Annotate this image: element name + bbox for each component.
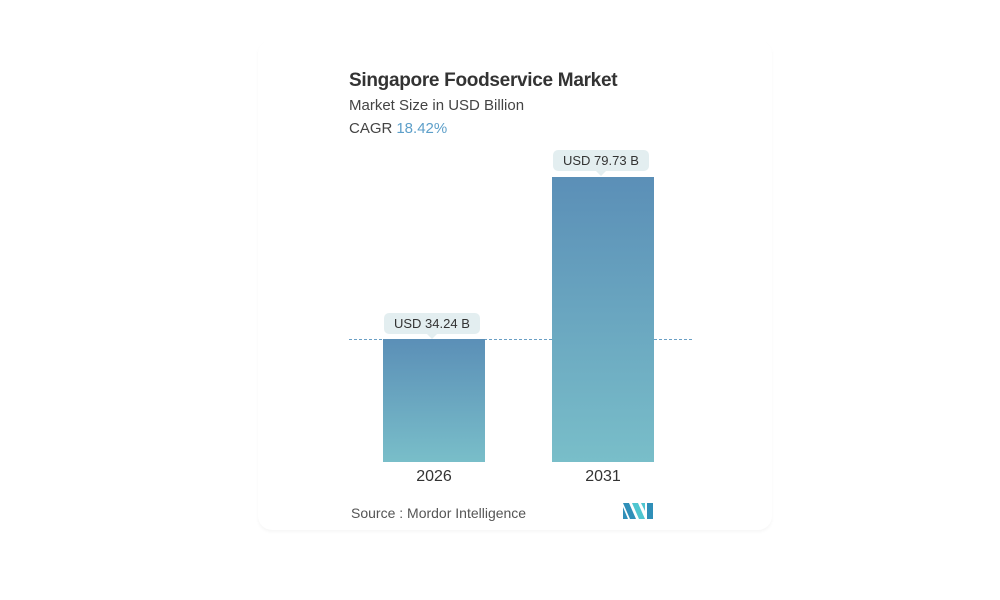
chart-subtitle: Market Size in USD Billion bbox=[349, 97, 525, 114]
mordor-intelligence-logo-icon bbox=[623, 503, 653, 519]
x-tick-2026: 2026 bbox=[416, 468, 452, 485]
bar-2026 bbox=[383, 339, 485, 462]
cagr: CAGR 18.42% bbox=[349, 120, 447, 137]
cagr-value: 18.42% bbox=[396, 120, 448, 137]
chart-title: Singapore Foodservice Market bbox=[349, 70, 618, 91]
x-tick-2031: 2031 bbox=[585, 468, 621, 485]
chart-card bbox=[258, 40, 772, 530]
reference-line bbox=[349, 339, 692, 340]
value-label-2026: USD 34.24 B bbox=[384, 313, 480, 339]
source-text: Source : Mordor Intelligence bbox=[351, 505, 527, 521]
value-label-2031: USD 79.73 B bbox=[553, 150, 649, 176]
bar-2031 bbox=[552, 177, 654, 462]
cagr-label: CAGR bbox=[349, 120, 393, 137]
